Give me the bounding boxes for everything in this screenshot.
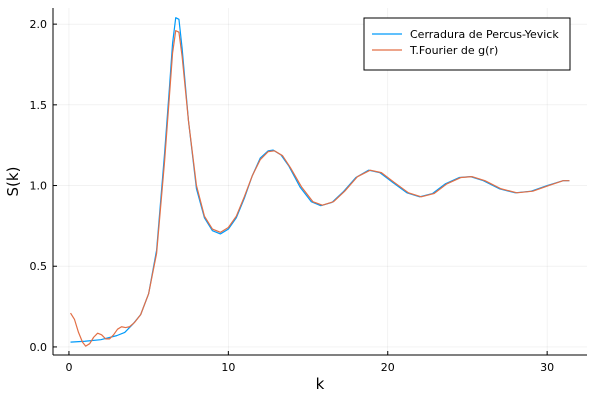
ticks: 0 10 20 30 0.0 0.5 1.0 1.5 2.0 [30, 18, 555, 374]
x-tick-label: 0 [65, 361, 72, 374]
x-tick-label: 10 [221, 361, 235, 374]
y-tick-label: 0.0 [30, 341, 48, 354]
axes [52, 8, 587, 356]
x-tick-label: 20 [381, 361, 395, 374]
y-tick-label: 1.5 [30, 99, 48, 112]
legend-box [363, 17, 571, 71]
y-tick-label: 0.5 [30, 260, 48, 273]
x-axis-title: k [316, 375, 325, 393]
x-tick-label: 30 [540, 361, 554, 374]
legend-label-0: Cerradura de Percus-Yevick [410, 28, 559, 41]
y-axis-title: S(k) [4, 167, 22, 197]
y-tick-label: 2.0 [30, 18, 48, 31]
series-line-1 [70, 30, 570, 347]
y-tick-label: 1.0 [30, 180, 48, 193]
legend-label-1: T.Fourier de g(r) [409, 44, 498, 57]
series-lines [70, 17, 570, 347]
legend: Cerradura de Percus-Yevick T.Fourier de … [363, 17, 571, 71]
